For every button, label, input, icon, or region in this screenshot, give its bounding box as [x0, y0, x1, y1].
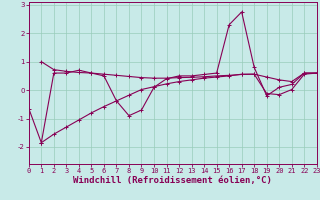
X-axis label: Windchill (Refroidissement éolien,°C): Windchill (Refroidissement éolien,°C) [73, 176, 272, 185]
